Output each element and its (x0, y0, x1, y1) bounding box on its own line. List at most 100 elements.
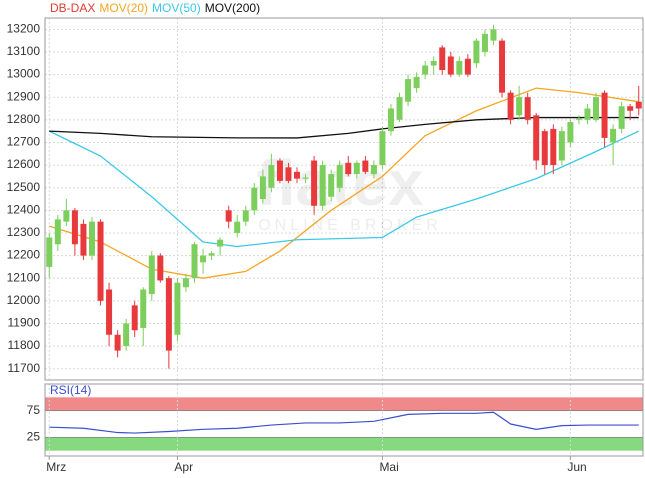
candle-body (524, 97, 531, 120)
candle-body (80, 223, 87, 256)
legend-entry: MOV(20) (99, 1, 148, 15)
candle-body (601, 92, 608, 138)
y-tick-label: 11800 (8, 338, 41, 352)
candle-body (447, 56, 454, 75)
zone-band (45, 397, 643, 411)
candle-body (422, 65, 429, 75)
plot-frame (44, 383, 644, 457)
candle-body (550, 128, 557, 166)
candle-body (627, 106, 634, 111)
y-tick-label: 13200 (7, 21, 41, 35)
y-tick-label: 13100 (7, 44, 41, 58)
candle-body (208, 253, 215, 256)
y-tick-label: 12500 (7, 180, 41, 194)
x-tick-label: Mai (379, 460, 398, 474)
candle-body (618, 106, 625, 129)
candle-body (499, 40, 506, 93)
candle-body (157, 255, 164, 281)
candle-body (114, 334, 121, 351)
candle-body (541, 131, 548, 166)
y-tick-label: 12200 (7, 248, 41, 262)
y-tick-label: 12300 (7, 225, 41, 239)
legend-entry: MOV(50) (152, 1, 201, 15)
y-tick-label: 12900 (7, 89, 41, 103)
candle-body (473, 40, 480, 64)
legend-entry: DB-DAX (50, 1, 95, 15)
candle-body (593, 97, 600, 120)
candle-body (328, 174, 335, 197)
candle-body (575, 118, 582, 120)
candle-body (635, 101, 642, 109)
candle-body (191, 244, 198, 279)
candle-body (464, 58, 471, 75)
candle-body (336, 165, 343, 188)
candle-body (558, 131, 565, 161)
candle-body (276, 160, 283, 181)
x-tick-label: Jun (567, 460, 586, 474)
y-tick-label: 13000 (7, 67, 41, 81)
y-tick-label: 11900 (8, 316, 41, 330)
candle-body (610, 128, 617, 143)
candle-body (533, 115, 540, 161)
y-tick-label: 12400 (7, 202, 41, 216)
candle-body (439, 47, 446, 71)
candle-body (165, 278, 172, 351)
y-tick-label: 12800 (7, 112, 41, 126)
y-tick-label: 12700 (7, 135, 41, 149)
candle-body (259, 176, 266, 199)
y-tick-label: 75 (27, 403, 41, 417)
candle-body (106, 289, 113, 335)
candle-body (405, 79, 412, 102)
candle-body (285, 167, 292, 181)
candle-body (97, 221, 104, 301)
candle-body (345, 162, 352, 175)
candle-body (507, 92, 514, 120)
candle-body (413, 76, 420, 89)
candle-body (225, 210, 232, 222)
candle-body (71, 210, 78, 245)
candle-body (516, 97, 523, 116)
y-tick-label: 12600 (7, 157, 41, 171)
candle-body (217, 239, 224, 247)
candle-body (456, 60, 463, 75)
candle-body (567, 122, 574, 143)
candle-body (148, 255, 155, 295)
candle-body (140, 289, 147, 328)
candle-body (396, 97, 403, 120)
candle-body (379, 131, 386, 166)
candle-body (63, 210, 70, 222)
candle-body (174, 282, 181, 335)
candle-body (490, 29, 497, 41)
candle-body (268, 165, 275, 188)
candle-body (294, 171, 301, 179)
moving-average-line (48, 130, 640, 248)
candle-body (319, 165, 326, 206)
candle-body (370, 165, 377, 175)
candle-body (302, 177, 309, 179)
candle-body (242, 210, 249, 222)
rsi-line (49, 411, 639, 434)
plot-frame (44, 17, 644, 381)
legend-entry: RSI(14) (50, 383, 91, 397)
candle-body (387, 108, 394, 132)
candle-body (131, 305, 138, 331)
x-tick-label: Mrz (46, 460, 66, 474)
moving-average-line (49, 116, 639, 139)
x-tick-label: Apr (174, 460, 193, 474)
y-tick-label: 25 (27, 430, 41, 444)
candle-body (481, 33, 488, 52)
candle-body (311, 160, 318, 206)
candle-body (182, 278, 189, 288)
candle-body (251, 187, 258, 211)
candle-body (123, 323, 130, 347)
candle-body (234, 221, 241, 233)
y-tick-label: 12000 (7, 293, 41, 307)
candle-body (362, 160, 369, 172)
y-tick-label: 12100 (7, 270, 41, 284)
candle-body (46, 237, 53, 267)
watermark: ONLINE BROKER (258, 217, 442, 234)
zone-band (45, 437, 643, 451)
candle-body (88, 221, 95, 256)
candle-body (200, 255, 207, 263)
